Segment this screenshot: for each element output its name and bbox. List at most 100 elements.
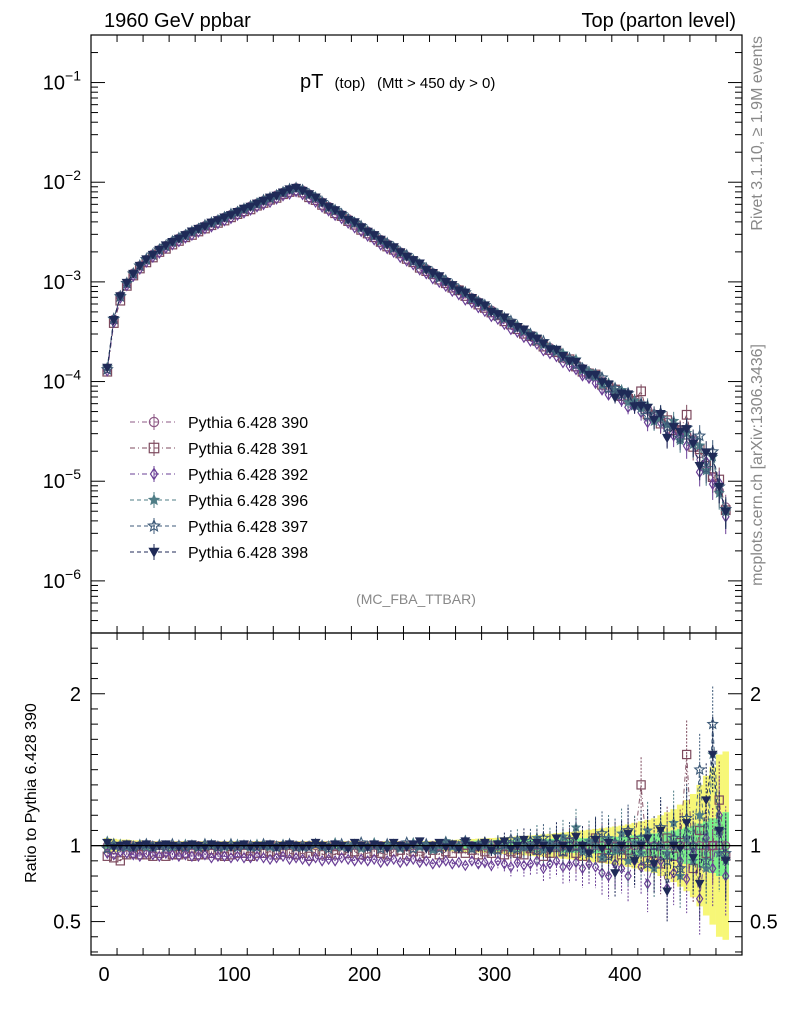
legend-label: Pythia 6.428 397 [188, 519, 308, 536]
ratio-point [370, 853, 378, 866]
main-point [277, 188, 289, 198]
main-point [622, 390, 634, 400]
ratio-point [532, 838, 542, 848]
ratio-point [162, 847, 170, 860]
main-point [147, 250, 158, 260]
ratio-point [526, 858, 535, 870]
legend-label: Pythia 6.428 390 [188, 415, 308, 432]
main-point [316, 198, 328, 208]
ratio-point [486, 846, 497, 856]
ratio-point [590, 835, 601, 845]
ratio-point [571, 832, 581, 842]
main-point [569, 357, 583, 371]
main-point [258, 196, 269, 206]
plot-title-sub2: (Mtt > 450 dy > 0) [377, 75, 495, 92]
plot-title-main: pT [300, 71, 323, 93]
ratio-point [175, 850, 183, 863]
ratio-point [649, 860, 659, 869]
legend-marker [149, 467, 159, 481]
ratio-point [595, 826, 609, 839]
main-point [154, 245, 165, 255]
main-point [643, 416, 652, 429]
main-point [460, 288, 471, 298]
main-point [395, 248, 406, 258]
ratio-point [284, 848, 295, 858]
main-point [518, 325, 530, 335]
x-tick-label: 300 [478, 964, 511, 986]
main-point [199, 222, 211, 232]
ratio-point [310, 847, 321, 857]
ratio-y-tick-label-right: 1 [750, 836, 761, 858]
main-point [271, 191, 282, 201]
ratio-point [706, 717, 719, 730]
ratio-point [474, 858, 483, 870]
ratio-point [435, 856, 444, 869]
ratio-point [201, 848, 209, 861]
main-point [591, 377, 600, 390]
x-tick-label: 100 [218, 964, 251, 986]
main-y-tick-label: 10−1 [43, 68, 81, 95]
main-point [617, 394, 626, 407]
ratio-point [194, 850, 203, 863]
main-point [245, 202, 256, 212]
ratio-point [253, 850, 261, 863]
ratio-point [714, 826, 725, 836]
ratio-point [188, 850, 196, 863]
ratio-point [396, 856, 404, 869]
ratio-point [533, 854, 541, 867]
main-point [369, 231, 380, 241]
ratio-point [578, 862, 587, 875]
ratio-point [383, 854, 391, 867]
main-point [544, 345, 556, 355]
ratio-point [701, 796, 712, 806]
ratio-point [500, 858, 509, 870]
ratio-frame [90, 632, 743, 956]
ratio-point [350, 854, 359, 867]
main-point [551, 345, 562, 355]
ratio-point [305, 854, 313, 867]
main-point [641, 408, 655, 421]
main-point [694, 461, 705, 472]
ratio-point [129, 848, 138, 861]
watermark: (MC_FBA_TTBAR) [356, 591, 476, 607]
main-point [583, 370, 595, 381]
ratio-point [688, 854, 699, 863]
ratio-point [603, 838, 614, 848]
ratio-point [363, 854, 372, 867]
plot-title: pT (top) (Mtt > 450 dy > 0) [300, 71, 495, 93]
main-point [206, 218, 217, 228]
ratio-point [337, 851, 346, 864]
mcplots-label: mcplots.cern.ch [arXiv:1306.3436] [749, 344, 766, 586]
ratio-point [266, 853, 274, 866]
plot-title-sub1: (top) [335, 75, 366, 92]
ratio-point [492, 840, 503, 850]
main-point [160, 241, 171, 251]
rivet-label: Rivet 3.1.10, ≥ 1.9M events [749, 36, 766, 231]
ratio-point [349, 838, 360, 848]
ratio-point [682, 873, 691, 885]
legend-label: Pythia 6.428 392 [188, 467, 308, 484]
ratio-point [110, 848, 118, 861]
ratio-point [259, 851, 268, 864]
ratio-point [455, 856, 463, 869]
ratio-point [448, 858, 457, 870]
ratio-point [121, 840, 132, 850]
ratio-point [324, 853, 333, 866]
ratio-point [694, 879, 705, 889]
main-point [264, 193, 276, 203]
ratio-point [291, 850, 301, 860]
main-point [128, 269, 139, 279]
ratio-point [552, 854, 561, 867]
ratio-point [623, 829, 633, 839]
ratio-point [142, 847, 151, 860]
ratio-series-line [107, 754, 727, 869]
main-point [629, 402, 640, 412]
main-point [336, 210, 347, 220]
main-point [608, 381, 622, 394]
main-point [108, 315, 119, 326]
main-y-tick-label: 10−5 [43, 466, 81, 493]
main-point [232, 207, 243, 218]
main-point [538, 339, 549, 349]
main-point [375, 235, 386, 245]
